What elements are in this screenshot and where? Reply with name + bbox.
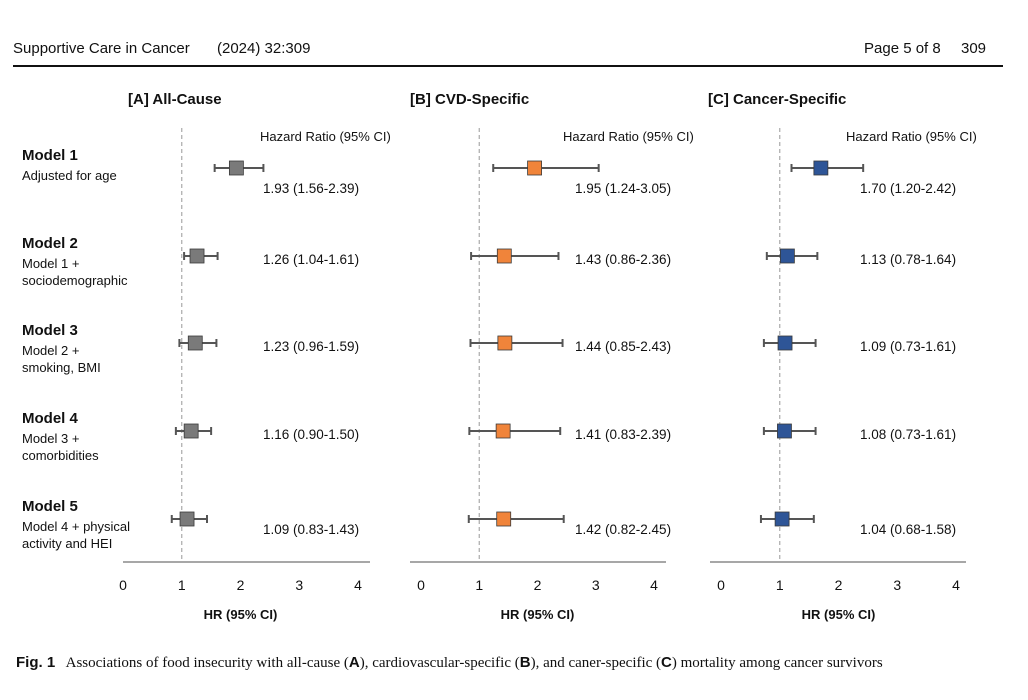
x-tick-label: 2 bbox=[237, 577, 245, 593]
x-tick-label: 1 bbox=[178, 577, 186, 593]
hazard-ratio-marker bbox=[495, 423, 511, 439]
hazard-ratio-marker bbox=[774, 511, 790, 527]
hazard-ratio-marker bbox=[497, 335, 513, 351]
hazard-ratio-marker bbox=[496, 248, 512, 264]
x-tick-label: 4 bbox=[952, 577, 960, 593]
hazard-ratio-marker bbox=[228, 160, 244, 176]
caption-text-4: ) mortality among cancer survivors bbox=[671, 655, 883, 671]
x-axis-title: HR (95% CI) bbox=[802, 607, 876, 622]
hazard-ratio-marker bbox=[189, 248, 205, 264]
hazard-ratio-column-label: Hazard Ratio (95% CI) bbox=[563, 129, 694, 144]
model-description: Model 2 + bbox=[22, 343, 79, 358]
model-description: sociodemographic bbox=[22, 273, 128, 288]
hazard-ratio-marker bbox=[777, 423, 792, 439]
model-title: Model 3 bbox=[22, 322, 78, 339]
caption-text-2: ), cardiovascular-specific ( bbox=[359, 655, 520, 671]
hazard-ratio-marker bbox=[183, 423, 199, 439]
x-tick-label: 0 bbox=[717, 577, 725, 593]
hazard-ratio-marker bbox=[779, 248, 795, 264]
hazard-ratio-marker bbox=[777, 335, 793, 351]
x-tick-label: 0 bbox=[119, 577, 127, 593]
page-number: 309 bbox=[961, 40, 987, 57]
x-axis-title: HR (95% CI) bbox=[501, 607, 575, 622]
figure-caption: Fig. 1 Associations of food insecurity w… bbox=[16, 654, 883, 672]
page-indicator: Page 5 of 8 bbox=[864, 40, 941, 57]
model-title: Model 4 bbox=[22, 410, 78, 427]
hazard-ratio-value: 1.26 (1.04-1.61) bbox=[263, 252, 359, 267]
hazard-ratio-marker bbox=[496, 511, 512, 527]
hazard-ratio-value: 1.93 (1.56-2.39) bbox=[263, 181, 359, 196]
hazard-ratio-value: 1.41 (0.83-2.39) bbox=[575, 427, 671, 442]
model-description: Model 4 + physical bbox=[22, 519, 130, 534]
x-tick-label: 4 bbox=[354, 577, 362, 593]
x-tick-label: 2 bbox=[835, 577, 843, 593]
x-axis-title: HR (95% CI) bbox=[204, 607, 278, 622]
x-tick-label: 1 bbox=[475, 577, 483, 593]
caption-b: B bbox=[519, 654, 531, 671]
caption-label: Fig. 1 bbox=[16, 654, 56, 671]
x-tick-label: 3 bbox=[592, 577, 600, 593]
hazard-ratio-marker bbox=[813, 160, 829, 176]
hazard-ratio-value: 1.16 (0.90-1.50) bbox=[263, 427, 359, 442]
caption-a: A bbox=[348, 654, 360, 671]
header-rule bbox=[13, 65, 1003, 67]
hazard-ratio-value: 1.08 (0.73-1.61) bbox=[860, 427, 956, 442]
x-tick-label: 3 bbox=[893, 577, 901, 593]
model-title: Model 5 bbox=[22, 498, 78, 515]
x-tick-label: 0 bbox=[417, 577, 425, 593]
panel-title: [A] All-Cause bbox=[128, 91, 222, 108]
hazard-ratio-value: 1.44 (0.85-2.43) bbox=[575, 339, 671, 354]
hazard-ratio-marker bbox=[527, 160, 542, 176]
panel-title: [C] Cancer-Specific bbox=[708, 91, 846, 108]
x-tick-label: 2 bbox=[534, 577, 542, 593]
hazard-ratio-value: 1.04 (0.68-1.58) bbox=[860, 522, 956, 537]
hazard-ratio-column-label: Hazard Ratio (95% CI) bbox=[260, 129, 391, 144]
model-description: comorbidities bbox=[22, 448, 99, 463]
hazard-ratio-value: 1.09 (0.73-1.61) bbox=[860, 339, 956, 354]
citation: (2024) 32:309 bbox=[217, 40, 311, 57]
model-title: Model 2 bbox=[22, 235, 78, 252]
x-tick-label: 1 bbox=[776, 577, 784, 593]
model-description: smoking, BMI bbox=[22, 360, 101, 375]
journal-name: Supportive Care in Cancer bbox=[13, 40, 190, 57]
hazard-ratio-marker bbox=[179, 511, 195, 527]
x-tick-label: 4 bbox=[650, 577, 658, 593]
hazard-ratio-value: 1.23 (0.96-1.59) bbox=[263, 339, 359, 354]
hazard-ratio-value: 1.43 (0.86-2.36) bbox=[575, 252, 671, 267]
hazard-ratio-marker bbox=[187, 335, 203, 351]
hazard-ratio-column-label: Hazard Ratio (95% CI) bbox=[846, 129, 977, 144]
panel-title: [B] CVD-Specific bbox=[410, 91, 529, 108]
model-description: Model 3 + bbox=[22, 431, 79, 446]
model-title: Model 1 bbox=[22, 147, 78, 164]
caption-text-3: ), and caner-specific ( bbox=[530, 655, 662, 671]
forest-plot: Model 1 Adjusted for age Model 2 Model 1 + s… bbox=[22, 91, 977, 622]
caption-c: C bbox=[661, 654, 672, 671]
model-description: Adjusted for age bbox=[22, 168, 117, 183]
model-description: Model 1 + bbox=[22, 256, 79, 271]
x-tick-label: 3 bbox=[295, 577, 303, 593]
model-description: activity and HEI bbox=[22, 536, 112, 551]
hazard-ratio-value: 1.09 (0.83-1.43) bbox=[263, 522, 359, 537]
hazard-ratio-value: 1.42 (0.82-2.45) bbox=[575, 522, 671, 537]
hazard-ratio-value: 1.70 (1.20-2.42) bbox=[860, 181, 956, 196]
caption-text-1: Associations of food insecurity with all… bbox=[65, 655, 349, 671]
hazard-ratio-value: 1.13 (0.78-1.64) bbox=[860, 252, 956, 267]
hazard-ratio-value: 1.95 (1.24-3.05) bbox=[575, 181, 671, 196]
